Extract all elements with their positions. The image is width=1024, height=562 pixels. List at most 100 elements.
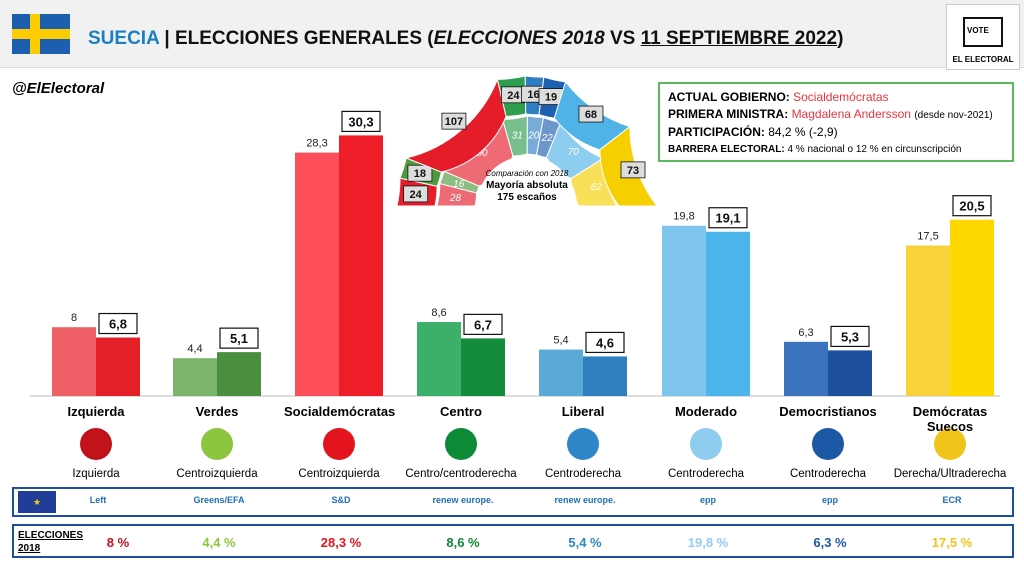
bar-2022	[339, 135, 383, 397]
ideology-label: Centroderecha	[789, 468, 867, 480]
result-2018: 5,4 %	[568, 535, 602, 550]
seats-2022-label: 68	[585, 109, 597, 121]
bar-2022	[461, 338, 505, 396]
seats-2018-label: 62	[591, 182, 603, 193]
data-label-2022: 19,1	[715, 211, 740, 226]
category-label: Liberal	[561, 404, 605, 419]
data-label-2018: 6,3	[798, 327, 813, 339]
bar-2022	[950, 219, 994, 396]
bar-2022	[706, 231, 750, 396]
seats-2018-label: 70	[568, 147, 580, 158]
ballot-box-icon	[963, 17, 1003, 47]
party-logo-icon	[323, 428, 355, 460]
result-2018: 8 %	[106, 535, 130, 550]
seats-2022-box	[407, 164, 433, 182]
page-title: SUECIA | ELECCIONES GENERALES (ELECCIONE…	[88, 28, 844, 49]
seats-2018-label: 20	[527, 130, 540, 141]
data-label-2022: 6,8	[109, 317, 127, 332]
category-label: Democristianos	[779, 404, 877, 419]
bar-2018	[662, 225, 706, 396]
data-label-2022: 5,3	[841, 329, 859, 344]
seats-2022-label: 19	[545, 92, 557, 104]
seats-2022-label: 18	[414, 168, 426, 180]
data-label-2018: 28,3	[306, 138, 327, 150]
result-2018: 17,5 %	[931, 535, 973, 550]
ideology-label: Derecha/Ultraderecha	[893, 468, 1007, 480]
bar-2018	[295, 152, 339, 396]
seats-2022-label: 24	[410, 189, 423, 201]
data-label-box	[830, 325, 870, 348]
party-logo-icon	[80, 428, 112, 460]
category-label: Izquierda	[67, 404, 125, 419]
bar-2022	[217, 352, 261, 396]
data-label-box	[463, 313, 503, 335]
category-label: Centro	[440, 404, 482, 419]
result-2018: 19,8 %	[687, 535, 729, 550]
data-label-2018: 17,5	[917, 231, 938, 243]
party-logo-icon	[690, 428, 722, 460]
data-label-box	[219, 327, 259, 349]
elections-2018-label: ELECCIONES 2018	[18, 530, 84, 554]
ideology-label: Centroizquierda	[298, 468, 380, 480]
seats-2022-box	[620, 161, 646, 179]
result-2018: 8,6 %	[446, 535, 480, 550]
ideology-label: Izquierda	[72, 468, 120, 480]
seats-2018-label: 31	[512, 131, 523, 142]
el-electoral-logo: VOTE EL ELECTORAL	[946, 4, 1020, 70]
result-2018: 6,3 %	[813, 535, 847, 550]
ideology-label: Centroizquierda	[176, 468, 258, 480]
eu-group-label: epp	[699, 495, 716, 505]
eu-group-label: renew europe.	[432, 495, 494, 505]
seats-2022-label: 24	[507, 90, 520, 102]
info-box: ACTUAL GOBIERNO: Socialdemócratas PRIMER…	[658, 82, 1014, 162]
data-label-box	[585, 331, 625, 354]
eu-group-label: epp	[821, 495, 838, 505]
parliament-caption: Comparación con 2018	[486, 169, 569, 178]
seats-2022-box	[441, 112, 467, 130]
data-label-2018: 8	[71, 312, 77, 324]
eu-flag-icon: ★	[18, 491, 56, 513]
parliament-majority: Mayoría absoluta	[486, 180, 568, 191]
seats-2018-label: 16	[453, 179, 465, 190]
result-2018: 28,3 %	[320, 535, 362, 550]
data-label-2022: 4,6	[596, 335, 614, 350]
category-label: Socialdemócratas	[284, 404, 396, 419]
bar-2018	[906, 245, 950, 396]
party-logo-icon	[934, 428, 966, 460]
eu-group-label: Left	[89, 495, 107, 505]
party-logo-icon	[812, 428, 844, 460]
data-label-2022: 20,5	[959, 199, 984, 214]
data-label-box	[98, 312, 138, 335]
sweden-flag-icon	[12, 14, 70, 54]
category-label: Demócratas Suecos	[912, 404, 988, 434]
twitter-handle: @ElElectoral	[12, 80, 105, 97]
data-label-box	[708, 207, 748, 229]
eu-group-label: Greens/EFA	[193, 495, 245, 505]
data-label-box	[341, 110, 381, 133]
parliament-center	[477, 156, 577, 206]
bar-2018	[417, 322, 461, 396]
party-logo-icon	[445, 428, 477, 460]
parliament-chart: 2816100312022706224181072416196873Compar…	[396, 75, 659, 207]
party-logo-icon	[567, 428, 599, 460]
seats-2022-label: 73	[627, 165, 639, 177]
party-logo-icon	[201, 428, 233, 460]
seats-2022-label: 16	[527, 89, 539, 101]
bar-2022	[96, 337, 140, 396]
data-label-2018: 19,8	[673, 211, 694, 223]
bar-2018	[173, 358, 217, 396]
data-label-2018: 4,4	[187, 343, 202, 355]
seats-2022-box	[403, 185, 429, 203]
eu-group-label: renew europe.	[554, 495, 616, 505]
ideology-label: Centroderecha	[667, 468, 745, 480]
data-label-2018: 8,6	[431, 307, 446, 319]
eu-group-label: ECR	[942, 495, 962, 505]
data-label-2022: 30,3	[348, 114, 373, 129]
bar-2022	[828, 350, 872, 396]
ideology-label: Centro/centroderecha	[405, 468, 517, 480]
header: SUECIA | ELECCIONES GENERALES (ELECCIONE…	[0, 0, 1024, 70]
seats-2018-label: 22	[541, 133, 554, 144]
bar-2018	[539, 349, 583, 396]
data-label-2018: 5,4	[553, 335, 568, 347]
